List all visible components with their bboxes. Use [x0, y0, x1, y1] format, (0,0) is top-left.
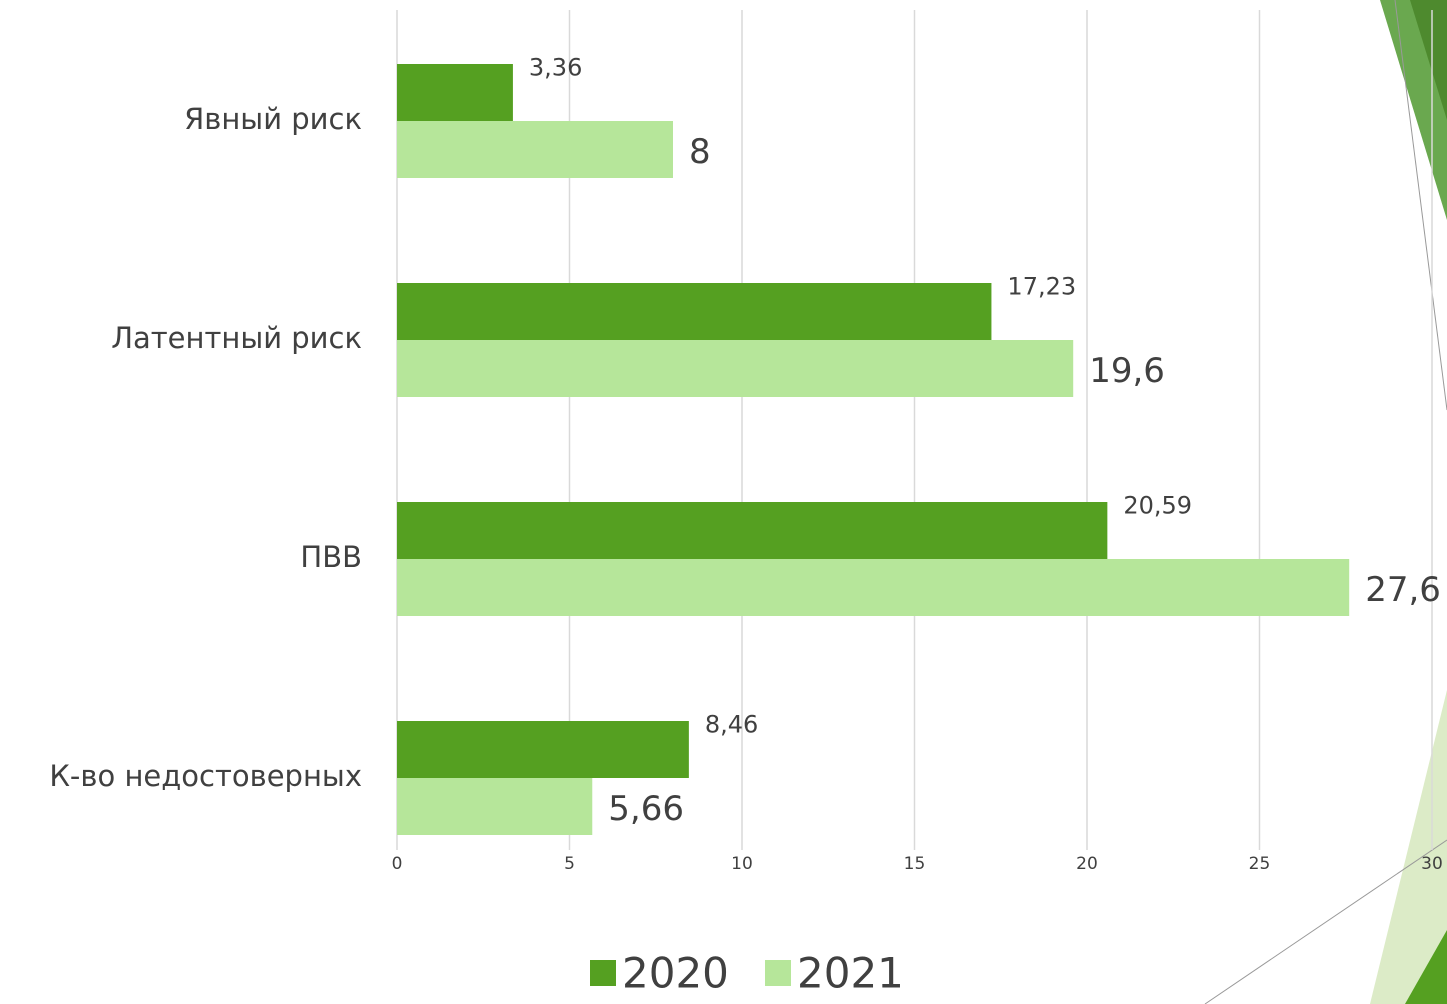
value-label: 20,59 [1123, 492, 1192, 520]
bar [397, 64, 513, 121]
bar [397, 283, 992, 340]
value-label: 5,66 [608, 789, 684, 829]
category-label: Явный риск [184, 102, 362, 136]
x-tick-label: 10 [731, 854, 753, 874]
bar [397, 340, 1074, 397]
value-label: 8,46 [705, 711, 758, 739]
legend-label: 2020 [622, 949, 729, 998]
decoration [1204, 0, 1447, 1004]
x-tick-label: 30 [1421, 854, 1443, 874]
bar [397, 778, 593, 835]
bar [397, 721, 689, 778]
value-label: 27,6 [1365, 570, 1441, 610]
category-label: Латентный риск [111, 321, 362, 355]
legend-swatch [590, 960, 616, 986]
value-label: 19,6 [1089, 351, 1165, 391]
x-tick-label: 20 [1076, 854, 1098, 874]
value-label: 17,23 [1007, 273, 1076, 301]
x-tick-label: 25 [1249, 854, 1271, 874]
category-label: К-во недостоверных [49, 759, 362, 793]
legend-swatch [765, 960, 791, 986]
bar [397, 121, 673, 178]
value-label: 8 [689, 132, 711, 172]
legend-label: 2021 [797, 949, 904, 998]
x-tick-label: 5 [564, 854, 575, 874]
bar [397, 559, 1350, 616]
bar [397, 502, 1108, 559]
category-label: ПВВ [300, 540, 362, 574]
value-label: 3,36 [529, 54, 582, 82]
x-tick-label: 0 [392, 854, 403, 874]
x-tick-label: 15 [904, 854, 926, 874]
